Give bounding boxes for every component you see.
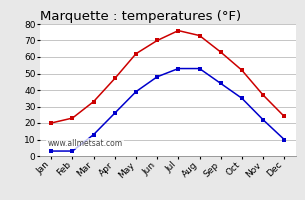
Text: www.allmetsat.com: www.allmetsat.com xyxy=(47,139,123,148)
Text: Marquette : temperatures (°F): Marquette : temperatures (°F) xyxy=(40,10,241,23)
